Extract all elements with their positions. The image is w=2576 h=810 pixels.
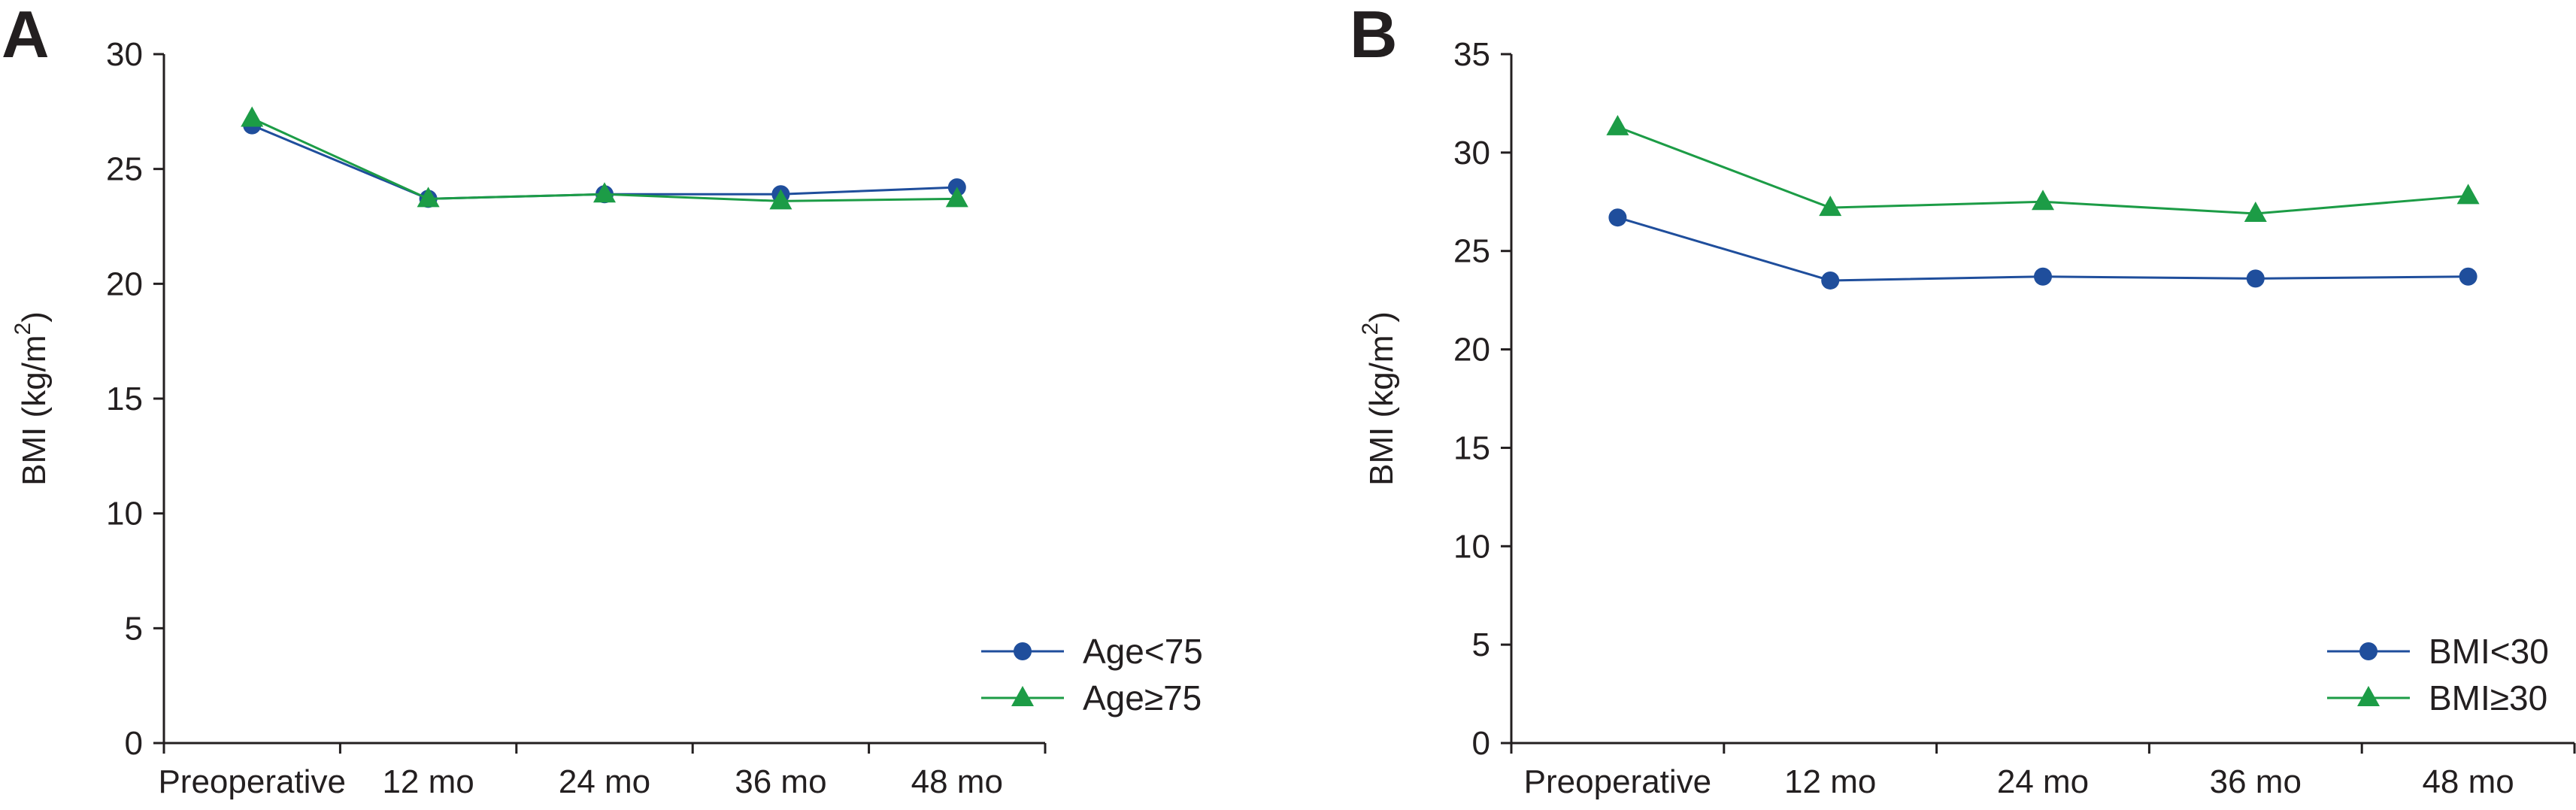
data-point-agege75 (417, 187, 440, 208)
legend-label-bmilt30: BMI<30 (2429, 632, 2549, 671)
panel-letter-a: A (2, 0, 50, 71)
y-tick-label: 15 (1453, 429, 1490, 466)
y-tick-label: 10 (1453, 528, 1490, 565)
panel-a: A 0 5 10 15 20 25 30 Preoperative 12 mo 24 mo 36 mo… (2, 0, 1203, 800)
x-tick-label: Preoperative (1524, 763, 1711, 800)
x-tick-label: 12 mo (1784, 763, 1876, 800)
data-point-bmilt30 (1821, 271, 1840, 290)
x-tick-label: 36 mo (735, 763, 826, 800)
data-point-bmige30 (2456, 184, 2480, 205)
data-point-bmilt30 (2034, 267, 2052, 286)
legend-marker-agege75 (1011, 686, 1034, 706)
y-tick-label: 0 (125, 725, 143, 762)
y-tick-label: 20 (106, 265, 143, 302)
legend-marker-bmilt30 (2359, 642, 2377, 660)
y-tick-label: 15 (106, 381, 143, 417)
y-tick-label: 25 (106, 151, 143, 188)
data-point-bmilt30 (2246, 269, 2265, 288)
data-point-agege75 (241, 106, 264, 127)
y-tick-label: 5 (125, 610, 143, 647)
data-point-agege75 (593, 182, 616, 203)
x-tick-label: 48 mo (2422, 763, 2514, 800)
data-point-bmilt30 (1608, 208, 1627, 227)
data-point-bmige30 (1819, 196, 1842, 217)
y-axis-label: BMI (kg/m2) (1358, 311, 1400, 486)
y-tick-label: 5 (1472, 626, 1490, 663)
data-point-bmilt30 (2459, 267, 2478, 286)
y-axis-label: BMI (kg/m2) (11, 311, 53, 486)
x-tick-label: 48 mo (911, 763, 1003, 800)
data-point-bmige30 (2032, 190, 2054, 211)
y-tick-label: 30 (1453, 135, 1490, 171)
legend-label-agelt75: Age<75 (1083, 632, 1203, 671)
y-axis-label-main: BMI (kg/m (1363, 335, 1400, 485)
panel-b: B 0 5 10 15 20 25 30 35 Preoperative 12 mo 24 mo 36 … (1350, 0, 2576, 800)
y-axis-label-tail: ) (16, 311, 53, 323)
y-tick-label: 35 (1453, 36, 1490, 73)
data-point-bmige30 (1606, 114, 1629, 135)
y-tick-label: 0 (1472, 725, 1490, 762)
x-tick-label: Preoperative (158, 763, 345, 800)
legend-marker-bmige30 (2357, 686, 2380, 706)
x-tick-label: 24 mo (559, 763, 650, 800)
legend-label-bmige30: BMI≥30 (2429, 678, 2547, 717)
x-tick-label: 12 mo (382, 763, 474, 800)
data-point-agege75 (769, 189, 792, 210)
x-tick-label: 24 mo (1997, 763, 2089, 800)
y-axis-label-superscript: 2 (11, 323, 35, 335)
panel-letter-b: B (1350, 0, 1398, 71)
data-point-bmige30 (2244, 201, 2267, 222)
y-tick-label: 30 (106, 36, 143, 73)
y-tick-label: 20 (1453, 332, 1490, 369)
legend-label-agege75: Age≥75 (1083, 678, 1202, 717)
y-axis-label-superscript: 2 (1358, 323, 1383, 335)
legend-marker-agelt75 (1014, 642, 1032, 660)
x-tick-label: 36 mo (2210, 763, 2302, 800)
y-tick-label: 25 (1453, 233, 1490, 270)
y-tick-label: 10 (106, 496, 143, 532)
y-axis-label-tail: ) (1363, 311, 1400, 323)
y-axis-label-main: BMI (kg/m (16, 335, 53, 485)
data-point-agege75 (945, 187, 968, 208)
